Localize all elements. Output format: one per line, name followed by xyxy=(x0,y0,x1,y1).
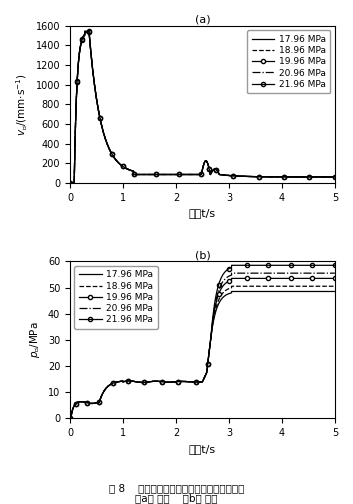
Y-axis label: $p_{\rm \it{压}}$/MPa: $p_{\rm \it{压}}$/MPa xyxy=(29,322,42,358)
Text: （a） 速度    （b） 压力: （a） 速度 （b） 压力 xyxy=(135,493,218,503)
X-axis label: 时间t/s: 时间t/s xyxy=(189,444,216,454)
Legend: 17.96 MPa, 18.96 MPa, 19.96 MPa, 20.96 MPa, 21.96 MPa: 17.96 MPa, 18.96 MPa, 19.96 MPa, 20.96 M… xyxy=(74,266,157,329)
Title: (b): (b) xyxy=(195,250,210,261)
Text: 图 8    增压蔻能器设定压力对压射系统的影响: 图 8 增压蔻能器设定压力对压射系统的影响 xyxy=(109,483,244,493)
Legend: 17.96 MPa, 18.96 MPa, 19.96 MPa, 20.96 MPa, 21.96 MPa: 17.96 MPa, 18.96 MPa, 19.96 MPa, 20.96 M… xyxy=(247,30,330,93)
Y-axis label: $v_{\rm \it{压}}$/(mm$\cdot$s$^{-1}$): $v_{\rm \it{压}}$/(mm$\cdot$s$^{-1}$) xyxy=(15,73,30,136)
Title: (a): (a) xyxy=(195,15,210,25)
X-axis label: 时间t/s: 时间t/s xyxy=(189,208,216,218)
